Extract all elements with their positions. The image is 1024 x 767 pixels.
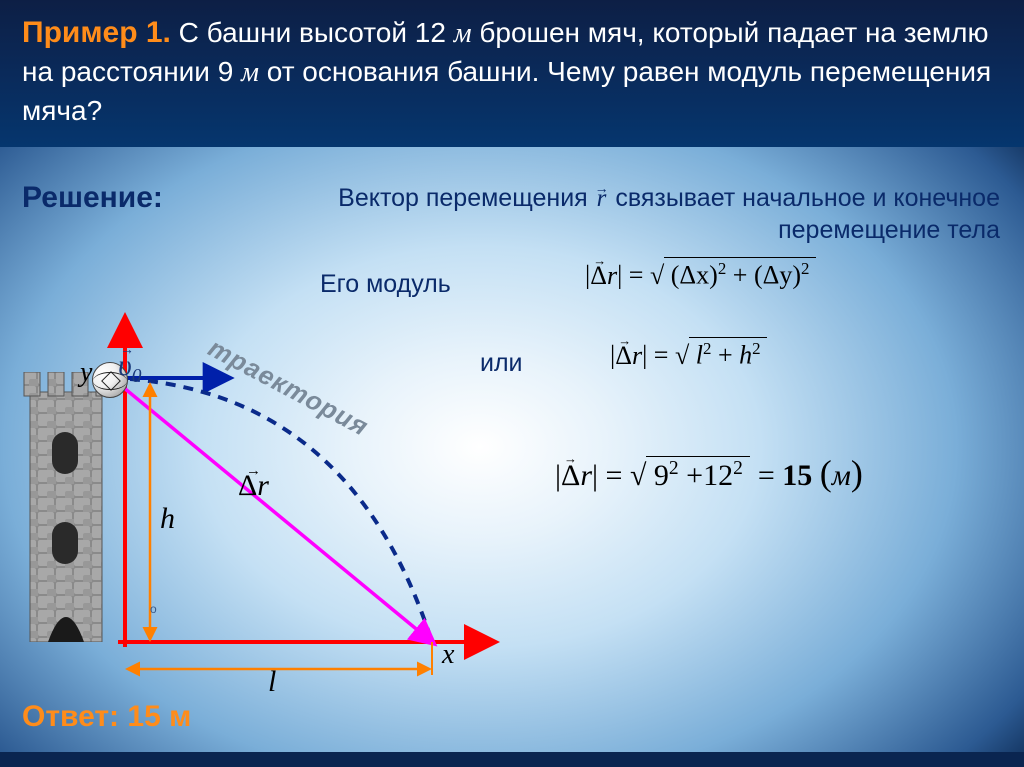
- v0-label: →υ0: [118, 349, 142, 388]
- delta-r-label: →Δr: [238, 469, 269, 503]
- unit-m-1: м: [454, 18, 472, 49]
- x-axis-label: x: [442, 639, 454, 671]
- solution-heading: Решение:: [22, 181, 163, 215]
- formula-numeric: |Δr| = √ 92 +122 = 15 (м): [555, 452, 863, 494]
- explain-pre: Вектор перемещения: [338, 184, 595, 212]
- vector-diagram: y x →υ0 траектория →Δr h l: [20, 247, 500, 667]
- r-vector-symbol: →r: [595, 185, 609, 212]
- explain-post: связывает начальное и конечное перемещен…: [608, 184, 1000, 243]
- example-number: Пример 1.: [22, 16, 171, 49]
- y-axis-label: y: [80, 357, 92, 389]
- origin-label: о: [150, 602, 157, 616]
- answer-label: Ответ: 15 м: [22, 700, 191, 734]
- explanation-text: Вектор перемещения →r связывает начально…: [220, 183, 1000, 246]
- problem-header: Пример 1. С башни высотой 12 м брошен мя…: [0, 0, 1024, 147]
- formula-pythagoras-lh: |Δr| = √ l2 + h2: [610, 337, 767, 371]
- formula-pythagoras-xy: |Δr| = √ (Δx)2 + (Δy)2: [585, 257, 816, 291]
- h-label: h: [160, 502, 175, 536]
- problem-text-1: С башни высотой 12: [171, 17, 454, 48]
- solution-body: Решение: Вектор перемещения →r связывает…: [0, 147, 1024, 752]
- unit-m-2: м: [241, 57, 259, 88]
- l-label: l: [268, 665, 276, 699]
